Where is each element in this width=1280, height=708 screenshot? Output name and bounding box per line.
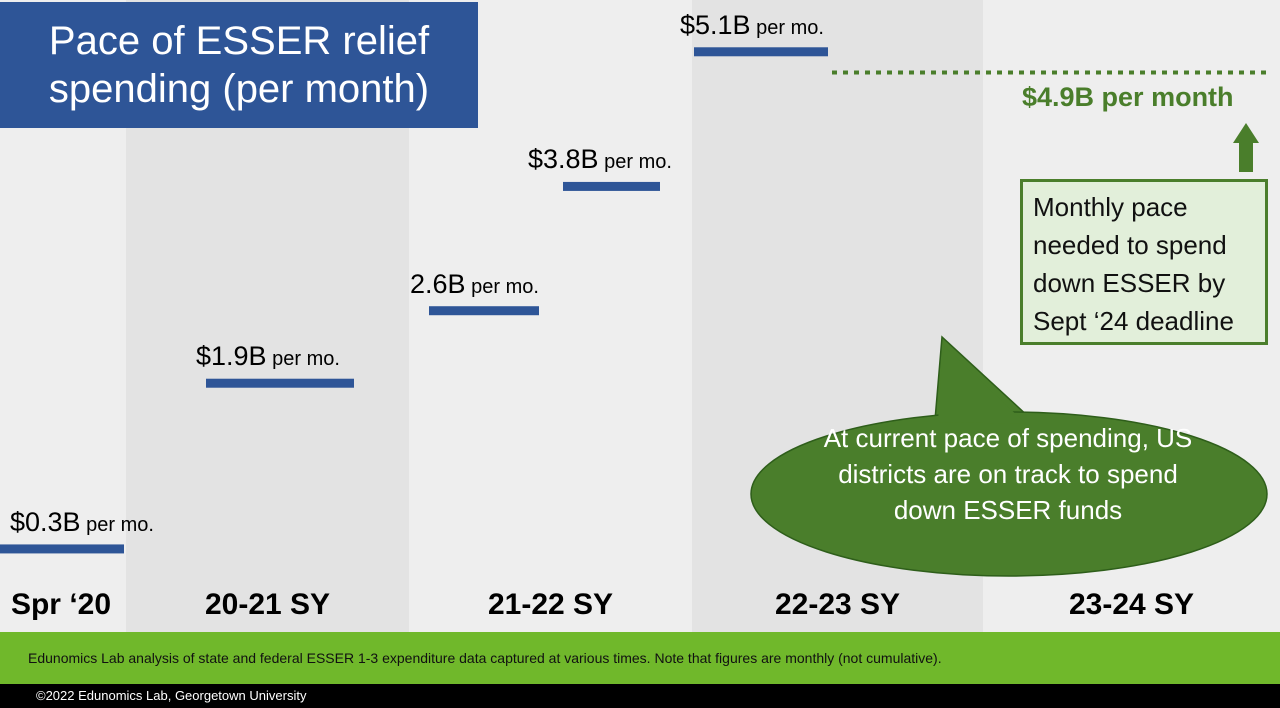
speech-bubble <box>750 335 1268 577</box>
value-label-amount: $3.8B <box>528 144 599 175</box>
value-label: 2.6B per mo. <box>410 269 539 300</box>
value-label-suffix: per mo. <box>598 151 672 174</box>
pace-bar <box>563 181 660 191</box>
bubble-text: At current pace of spending, US district… <box>823 423 1193 525</box>
value-label: $5.1B per mo. <box>680 10 824 41</box>
footer-copyright: ©2022 Edunomics Lab, Georgetown Universi… <box>0 684 1280 708</box>
target-label: $4.9B per month <box>1022 82 1234 112</box>
value-label-amount: 2.6B <box>410 268 466 299</box>
chart-area <box>0 47 1270 577</box>
pace-bar <box>429 306 539 316</box>
pace-bar <box>0 544 124 554</box>
callout-box: Monthly pace needed to spend down ESSER … <box>1020 179 1268 345</box>
footer-note: Edunomics Lab analysis of state and fede… <box>0 632 1280 684</box>
up-arrow-icon <box>1233 123 1259 172</box>
chart-title: Pace of ESSER relief spending (per month… <box>0 2 478 128</box>
category-label-20-21: 20-21 SY <box>204 588 331 621</box>
category-label-22-23: 22-23 SY <box>774 588 901 621</box>
value-label-suffix: per mo. <box>465 275 539 298</box>
category-label-spr20: Spr ‘20 <box>10 588 112 621</box>
category-label-23-24: 23-24 SY <box>1068 588 1195 621</box>
pace-bar <box>694 47 828 57</box>
value-label: $1.9B per mo. <box>196 341 340 372</box>
value-label-suffix: per mo. <box>266 348 340 371</box>
value-label-amount: $1.9B <box>196 341 267 372</box>
value-label: $3.8B per mo. <box>528 144 672 175</box>
value-label-suffix: per mo. <box>750 16 824 39</box>
value-label-suffix: per mo. <box>80 513 154 536</box>
pace-bar <box>206 378 354 388</box>
value-label: $0.3B per mo. <box>10 507 154 538</box>
value-label-amount: $0.3B <box>10 506 81 537</box>
value-label-amount: $5.1B <box>680 9 751 40</box>
category-label-21-22: 21-22 SY <box>487 588 614 621</box>
